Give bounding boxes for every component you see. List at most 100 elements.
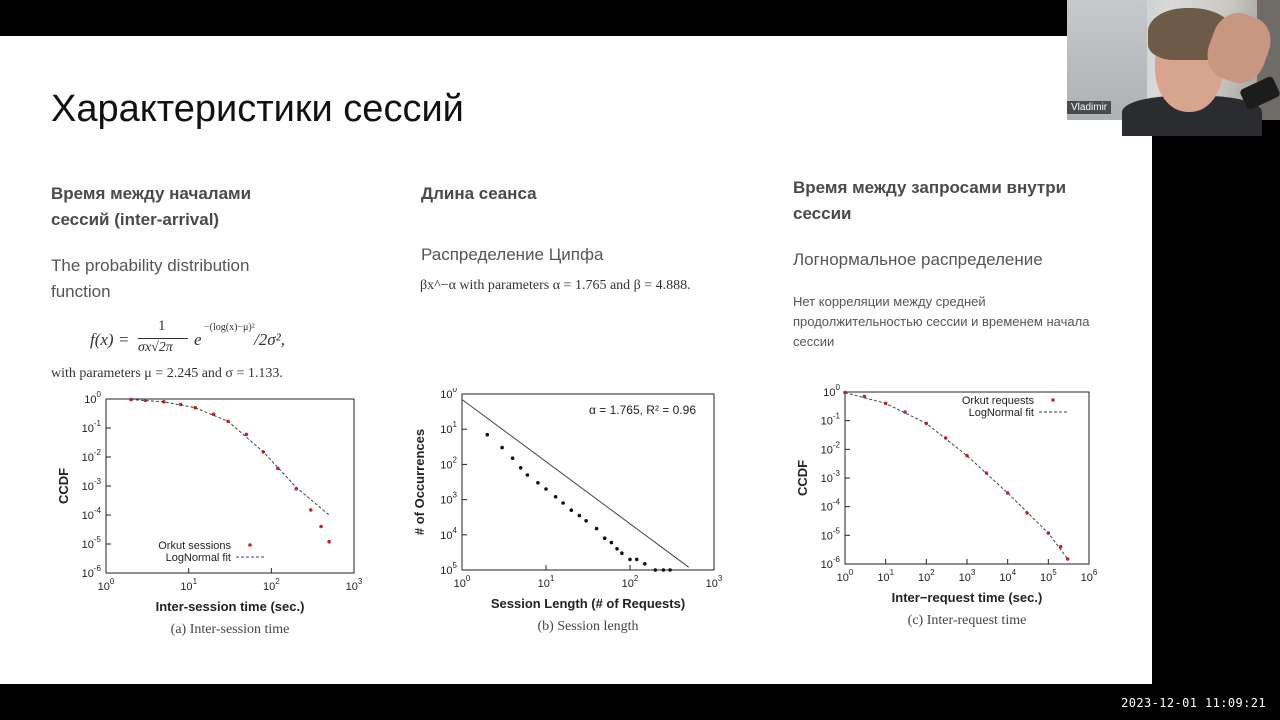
slide-title: Характеристики сессий: [51, 88, 464, 130]
top-letterbox: [0, 0, 1280, 36]
chart-caption: (a) Inter-session time: [171, 622, 290, 637]
y-tick-label: 10-3: [821, 469, 841, 485]
column-3-note-line-3: сессии: [793, 334, 835, 349]
column-1-heading-line-2: сессий (inter-arrival): [51, 210, 220, 229]
column-3-heading-line-1: Время между запросами внутри: [793, 178, 1067, 197]
series-fit-line: [461, 399, 689, 568]
data-point: [843, 390, 847, 395]
data-point: [569, 508, 574, 512]
data-point: [553, 495, 558, 499]
legend-swatch-point: [248, 543, 252, 547]
data-point: [1025, 511, 1029, 515]
series-fit-line: [844, 392, 1069, 560]
column-2-heading: Длина сеанса: [421, 181, 537, 207]
x-tick-label: 103: [346, 577, 363, 593]
y-tick-label: 10-2: [821, 440, 841, 456]
column-1-heading-line-1: Время между началами: [51, 184, 252, 203]
data-point: [577, 513, 582, 518]
fit-annotation: α = 1.765, R² = 0.96: [589, 403, 696, 417]
data-point: [544, 487, 548, 491]
y-tick-label: 10-6: [82, 564, 102, 580]
y-tick-label: 10-6: [821, 555, 841, 571]
y-axis-label: # of Occurrences: [412, 429, 427, 535]
x-tick-label: 102: [918, 568, 935, 584]
x-tick-label: 100: [837, 568, 854, 584]
formula-exponent: −(log(x)−μ)²: [204, 322, 255, 333]
column-3-note-line-2: продолжительностью сессии и временем нач…: [793, 314, 1090, 329]
data-point: [319, 524, 323, 529]
x-tick-label: 101: [538, 574, 555, 590]
x-tick-label: 105: [1040, 568, 1057, 584]
x-tick-label: 103: [706, 574, 723, 590]
column-1-subtitle-line-2: function: [51, 282, 111, 301]
data-point: [327, 539, 331, 544]
x-tick-label: 100: [98, 577, 115, 593]
x-tick-label: 106: [1081, 568, 1098, 584]
presentation-slide: Характеристики сессий Время между начала…: [0, 36, 1152, 684]
bottom-letterbox: [0, 684, 1280, 720]
plot-frame: [461, 393, 715, 571]
data-point: [561, 501, 565, 505]
x-tick-label: 100: [454, 574, 471, 590]
y-tick-label: 10-5: [821, 526, 841, 542]
column-3-subtitle-line-1: Логнормальное распределение: [793, 250, 1043, 269]
data-point: [602, 536, 607, 540]
data-point: [129, 397, 133, 402]
y-tick-label: 104: [440, 526, 457, 542]
column-3-subtitle: Логнормальное распределение: [793, 247, 1043, 273]
data-point: [211, 412, 216, 416]
formula-fraction-bar: [138, 338, 188, 339]
column-1-params: with parameters μ = 2.245 and σ = 1.133.: [51, 366, 283, 381]
formula-e: e: [194, 330, 202, 349]
formula-lhs: f(x) =: [90, 330, 130, 349]
data-point: [634, 557, 639, 562]
y-tick-label: 10-3: [82, 477, 102, 493]
chart-inter-session-time: 100 101 102 103 100 10-1 10-2 10-3 10-4 10-5 10-6 I…: [56, 391, 363, 637]
y-tick-label: 10-4: [82, 506, 102, 522]
data-point: [525, 473, 530, 477]
column-2-subtitle: Распределение Ципфа: [421, 242, 603, 268]
column-1-heading: Время между началами сессий (inter-arriv…: [51, 181, 251, 233]
webcam-background-wall: [1067, 0, 1147, 120]
x-tick-label: 103: [959, 568, 976, 584]
formula-denominator: σx√2π: [138, 340, 173, 355]
chart-session-length: 100 101 102 103 100 101 102 103 104 105 Session Le…: [412, 388, 723, 634]
legend-swatch-point: [1051, 398, 1055, 402]
data-point: [653, 568, 658, 572]
x-tick-label: 101: [877, 568, 894, 584]
y-tick-label: 100: [823, 383, 840, 399]
y-axis-label: CCDF: [56, 468, 71, 504]
chart-inter-request-time: 100 101 102 103 104 105 106 100 10-1 10-2 10-3 10-4…: [795, 383, 1098, 628]
participant-name-label: Vladimir: [1067, 101, 1112, 114]
legend-label: LogNormal fit: [166, 552, 231, 564]
column-2-params: βx^−α with parameters α = 1.765 and β = …: [420, 278, 691, 293]
y-tick-label: 10-1: [821, 412, 841, 428]
y-tick-label: 10-1: [82, 419, 102, 435]
data-point: [643, 562, 647, 566]
plot-frame: [105, 398, 355, 574]
data-point: [862, 394, 867, 399]
y-tick-label: 10-4: [821, 498, 841, 514]
data-point: [668, 568, 672, 572]
column-1-subtitle-line-1: The probability distribution: [51, 256, 250, 275]
data-point: [943, 436, 948, 440]
column-2-subtitle-line-1: Распределение Ципфа: [421, 245, 604, 264]
data-point: [244, 432, 249, 437]
x-tick-label: 102: [622, 574, 639, 590]
column-3-note-line-1: Нет корреляции между средней: [793, 294, 986, 309]
y-tick-label: 100: [84, 391, 101, 406]
data-point: [609, 540, 614, 545]
y-tick-label: 105: [440, 561, 457, 577]
data-point: [594, 526, 599, 531]
column-3-heading: Время между запросами внутри сессии: [793, 175, 1066, 227]
y-tick-label: 100: [440, 388, 457, 401]
y-tick-label: 102: [440, 455, 457, 471]
data-point: [620, 551, 624, 555]
y-tick-label: 10-2: [82, 448, 102, 464]
data-point: [584, 519, 588, 523]
formula-tail: /2σ²,: [254, 330, 285, 349]
legend-label: Orkut requests: [962, 395, 1035, 407]
column-2-heading-line-1: Длина сеанса: [421, 184, 537, 203]
y-tick-label: 10-5: [82, 535, 102, 551]
lognormal-formula: f(x) = 1 σx√2π e −(log(x)−μ)² /2σ²,: [90, 318, 330, 364]
